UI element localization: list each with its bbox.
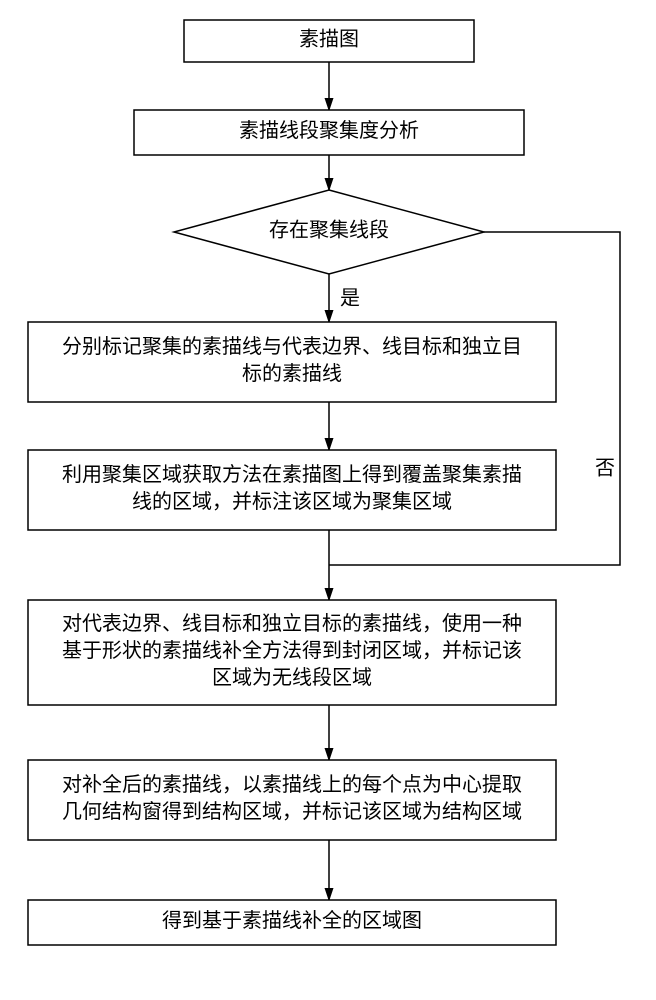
node-text: 素描图 xyxy=(299,28,359,51)
node-text: 对补全后的素描线，以素描线上的每个点为中心提取 xyxy=(62,773,522,796)
node-text: 线的区域，并标注该区域为聚集区域 xyxy=(132,490,452,513)
node-text: 对代表边界、线目标和独立目标的素描线，使用一种 xyxy=(62,612,522,635)
flowchart-canvas: 是否 素描图素描线段聚集度分析存在聚集线段分别标记聚集的素描线与代表边界、线目标和… xyxy=(0,0,656,1000)
edge-label: 是 xyxy=(340,288,360,310)
node-text: 利用聚集区域获取方法在素描图上得到覆盖聚集素描 xyxy=(62,463,522,486)
node-n5 xyxy=(28,450,556,530)
node-text: 存在聚集线段 xyxy=(269,219,389,242)
node-text: 区域为无线段区域 xyxy=(212,666,372,689)
node-text: 标的素描线 xyxy=(242,362,342,385)
node-text: 几何结构窗得到结构区域，并标记该区域为结构区域 xyxy=(62,800,522,823)
edge-label: 否 xyxy=(595,458,615,480)
node-n7 xyxy=(28,760,556,840)
node-n4 xyxy=(28,322,556,402)
node-text: 素描线段聚集度分析 xyxy=(239,119,419,142)
node-text: 基于形状的素描线补全方法得到封闭区域，并标记该 xyxy=(62,639,522,662)
node-text: 分别标记聚集的素描线与代表边界、线目标和独立目 xyxy=(62,335,522,358)
node-text: 得到基于素描线补全的区域图 xyxy=(162,909,422,932)
